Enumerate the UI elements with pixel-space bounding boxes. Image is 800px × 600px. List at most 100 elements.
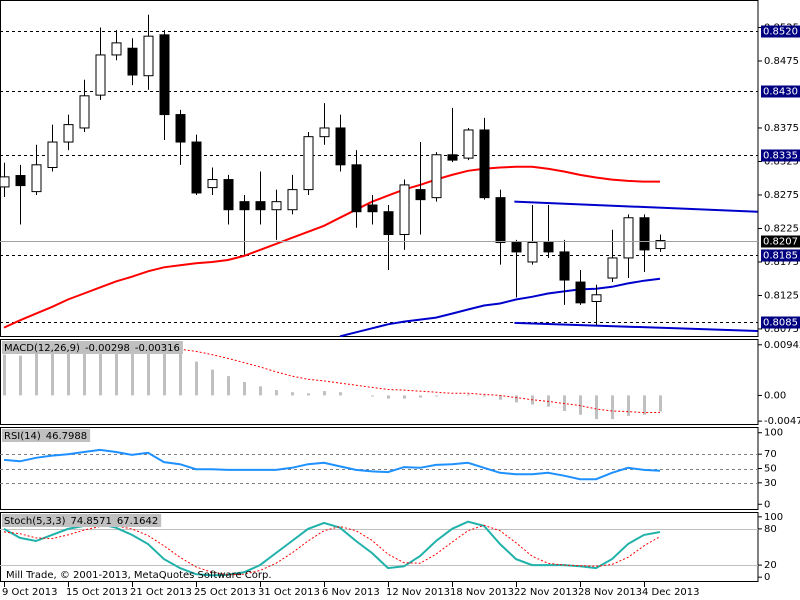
- level-label-box: [761, 316, 800, 329]
- candle-body: [655, 240, 666, 250]
- x-tick-label: 22 Nov 2013: [514, 587, 578, 598]
- level-label-box: [761, 25, 800, 38]
- x-tick-label: 28 Nov 2013: [578, 587, 642, 598]
- candle-body: [479, 129, 490, 199]
- y-tick-label: 0.8325: [764, 156, 799, 167]
- indicator-value: 74.8571: [70, 516, 111, 527]
- level-label: 0.8085: [763, 318, 798, 329]
- indicator-value: -0.00298: [85, 343, 130, 354]
- candle-body: [79, 95, 90, 129]
- x-tick-label: 6 Nov 2013: [322, 587, 380, 598]
- macd-bar: [19, 355, 22, 396]
- macd-bar: [611, 395, 614, 420]
- candle-body: [415, 189, 426, 201]
- macd-bar: [131, 348, 134, 396]
- indicator-name: RSI(14): [4, 431, 41, 442]
- y-tick-label: 0.8125: [764, 290, 799, 301]
- trend-line: [514, 200, 758, 213]
- macd-bar: [195, 361, 198, 396]
- indicator-line: [3, 520, 661, 577]
- y-tick-label: 0.8475: [764, 56, 799, 67]
- indicator-header: MACD(12,26,9) -0.00298 -0.00316: [4, 343, 180, 354]
- candle-body: [239, 201, 250, 211]
- indicator-name: MACD(12,26,9): [4, 343, 80, 354]
- candle-body: [367, 204, 378, 213]
- macd-bar: [147, 349, 150, 396]
- macd-bar: [275, 390, 278, 396]
- macd-bar: [307, 393, 310, 396]
- indicator-value: 67.1642: [117, 516, 158, 527]
- candle-body: [15, 175, 26, 187]
- y-tick-label: 30: [764, 478, 777, 489]
- y-tick-label: 0.8275: [764, 190, 799, 201]
- y-tick-label: 0.00: [764, 390, 786, 401]
- macd-bar: [467, 394, 470, 396]
- x-tick-label: 31 Oct 2013: [258, 587, 320, 598]
- y-tick-label: 0.8075: [764, 324, 799, 335]
- candle-body: [623, 217, 634, 259]
- candle-body: [319, 127, 330, 138]
- candle-body: [639, 217, 650, 251]
- x-tick-label: 12 Nov 2013: [386, 587, 450, 598]
- y-tick-label: 80: [764, 524, 777, 535]
- candle-body: [31, 164, 42, 193]
- macd-bar: [163, 349, 166, 396]
- level-label-box: [761, 85, 800, 98]
- plot-area: [0, 14, 758, 337]
- level-label: 0.8430: [763, 87, 798, 98]
- moving-average: [3, 165, 660, 329]
- macd-bar: [515, 395, 518, 403]
- macd-bar: [339, 392, 342, 396]
- candle-body: [47, 141, 58, 168]
- candle-body: [287, 189, 298, 211]
- macd-bar: [659, 395, 662, 412]
- level-label: 0.8185: [763, 251, 798, 262]
- candle-body: [207, 179, 218, 189]
- macd-bar: [67, 349, 70, 396]
- copyright: Mill Trade, © 2001-2013, MetaQuotes Soft…: [6, 570, 272, 581]
- x-tick-label: 9 Oct 2013: [2, 587, 57, 598]
- y-tick-label: 70: [764, 449, 777, 460]
- indicator-value: -0.00316: [135, 343, 180, 354]
- candle-body: [607, 257, 618, 279]
- indicator-header: Stoch(5,3,3) 74.8571 67.1642: [4, 516, 158, 527]
- macd-bar: [483, 395, 486, 397]
- indicator-header: RSI(14) 46.7988: [4, 431, 87, 442]
- current-price-box: [761, 235, 800, 248]
- trend-line: [514, 321, 758, 332]
- y-tick-label: 0.8175: [764, 257, 799, 268]
- candle-body: [0, 176, 10, 188]
- candle-body: [271, 201, 282, 211]
- macd-bar: [211, 369, 214, 396]
- macd-bar: [179, 351, 182, 396]
- candle-body: [175, 114, 186, 143]
- y-tick-label: 50: [764, 464, 777, 475]
- macd-bar: [499, 395, 502, 400]
- macd-bar: [291, 392, 294, 396]
- indicator-header-box: [2, 341, 183, 354]
- candle-body: [63, 124, 74, 143]
- y-tick-label: -0.00478: [764, 416, 800, 427]
- macd-bar: [435, 395, 438, 397]
- candle-body: [575, 281, 586, 304]
- y-tick-label: 0.8225: [764, 223, 799, 234]
- panel: [0, 0, 759, 337]
- candle-body: [127, 47, 138, 76]
- level-label: 0.8520: [763, 27, 798, 38]
- candle-body: [495, 197, 506, 244]
- candle-body: [511, 242, 522, 253]
- candle-body: [463, 129, 474, 159]
- macd-bar: [35, 351, 38, 396]
- macd-bar: [419, 395, 422, 398]
- candle-body: [591, 294, 602, 302]
- candle-body: [399, 184, 410, 235]
- candle-body: [383, 211, 394, 235]
- candle-body: [191, 141, 202, 194]
- candle-body: [303, 136, 314, 191]
- candle-body: [223, 179, 234, 211]
- macd-bar: [243, 382, 246, 396]
- level-label-box: [761, 249, 800, 262]
- y-tick-label: 100: [764, 428, 783, 439]
- macd-bar: [83, 349, 86, 396]
